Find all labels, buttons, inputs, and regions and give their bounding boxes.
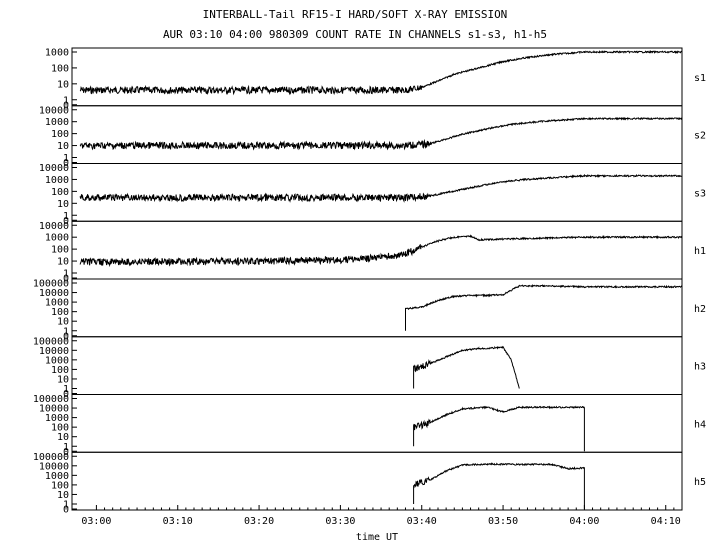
- y-tick-label: 10000: [39, 404, 69, 415]
- x-tick-label: 03:00: [81, 516, 111, 527]
- y-tick-label: 1000: [45, 175, 69, 186]
- panel-frame: [71, 451, 683, 511]
- y-tick-label: 10000: [39, 346, 69, 357]
- panel-label-h2: h2: [694, 304, 706, 315]
- y-tick-label: 1: [63, 442, 69, 453]
- trace-s2: [79, 116, 683, 151]
- y-tick-label: 0: [63, 158, 69, 169]
- y-tick-label: 1: [63, 211, 69, 222]
- x-tick-label: 03:10: [163, 516, 193, 527]
- y-tick-label: 100: [51, 423, 69, 434]
- panel-frame: [71, 220, 683, 280]
- y-tick-label: 1000: [45, 413, 69, 424]
- x-tick-label: 04:00: [569, 516, 599, 527]
- y-tick-label: 100: [51, 129, 69, 140]
- y-tick-label: 1: [63, 95, 69, 106]
- y-tick-label: 0: [63, 331, 69, 342]
- panel-s1: 1000 100 10 10 s1: [45, 47, 706, 111]
- panel-label-h5: h5: [694, 477, 706, 488]
- x-tick-label: 03:20: [244, 516, 274, 527]
- chart-subtitle: AUR 03:10 04:00 980309 COUNT RATE IN CHA…: [163, 28, 547, 41]
- panel-frame: [71, 105, 683, 164]
- y-tick-label: 100: [51, 245, 69, 256]
- y-tick-label: 1: [63, 500, 69, 511]
- y-tick-label: 10: [57, 432, 69, 443]
- y-tick-label: 0: [63, 100, 69, 111]
- trace-s3: [79, 173, 683, 203]
- trace-h2: [405, 284, 683, 331]
- panel-frame: [71, 47, 683, 107]
- y-tick-label: 100000: [33, 336, 69, 347]
- y-tick-label: 100000: [33, 279, 69, 290]
- y-tick-label: 1: [63, 384, 69, 395]
- trace-h4: [413, 405, 585, 452]
- y-tick-label: 10000: [39, 221, 69, 232]
- panel-frame: [71, 394, 683, 453]
- panels: 10001001010s11000010001001010s2100001000…: [33, 47, 706, 516]
- y-tick-label: 10000: [39, 163, 69, 174]
- y-tick-label: 10000: [39, 461, 69, 472]
- chart-title: INTERBALL-Tail RF15-I HARD/SOFT X-RAY EM…: [203, 8, 508, 21]
- y-tick-label: 10: [57, 374, 69, 385]
- y-tick-label: 100: [51, 365, 69, 376]
- y-tick-label: 10: [57, 257, 69, 268]
- y-tick-label: 1000: [45, 298, 69, 309]
- y-tick-label: 10: [57, 317, 69, 328]
- y-tick-label: 1000: [45, 233, 69, 244]
- y-tick-label: 0: [63, 505, 69, 516]
- y-tick-label: 1000: [45, 48, 69, 59]
- x-tick-label: 04:10: [651, 516, 681, 527]
- y-tick-label: 100: [51, 307, 69, 318]
- y-tick-label: 10: [57, 141, 69, 152]
- x-tick-label: 03:40: [407, 516, 437, 527]
- panel-frame: [71, 163, 683, 222]
- x-tick-label: 03:50: [488, 516, 518, 527]
- x-tick-label: 03:30: [325, 516, 355, 527]
- y-tick-label: 0: [63, 274, 69, 285]
- trace-s1: [79, 49, 682, 96]
- y-tick-label: 100000: [33, 394, 69, 405]
- panel-label-s3: s3: [694, 188, 706, 199]
- y-tick-label: 1000: [45, 471, 69, 482]
- y-tick-label: 10000: [39, 288, 69, 299]
- y-tick-label: 100: [51, 63, 69, 74]
- y-tick-label: 10: [57, 490, 69, 501]
- trace-h5: [413, 462, 585, 509]
- panel-label-h1: h1: [694, 246, 706, 257]
- y-tick-label: 1: [63, 153, 69, 164]
- y-tick-label: 1: [63, 326, 69, 337]
- trace-h1: [79, 234, 683, 268]
- y-tick-label: 10: [57, 79, 69, 90]
- y-tick-label: 0: [63, 389, 69, 400]
- y-tick-label: 0: [63, 447, 69, 458]
- y-tick-label: 10000: [39, 105, 69, 116]
- y-tick-label: 0: [63, 216, 69, 227]
- x-axis: 03:00 03:10 03:20 03:30 03:40 03:50 04:00 04:10: [81, 505, 681, 527]
- y-tick-label: 100000: [33, 452, 69, 463]
- y-tick-label: 1: [63, 269, 69, 280]
- panel-label-h4: h4: [694, 419, 706, 430]
- x-axis-label: time UT: [356, 532, 398, 543]
- y-tick-label: 1000: [45, 117, 69, 128]
- panel-label-s2: s2: [694, 131, 706, 142]
- panel-label-s1: s1: [694, 73, 706, 84]
- panel-label-h3: h3: [694, 362, 706, 373]
- panel-frame: [71, 278, 683, 338]
- y-tick-label: 100: [51, 187, 69, 198]
- trace-h3: [413, 345, 520, 389]
- y-tick-label: 10: [57, 199, 69, 210]
- y-tick-label: 100: [51, 480, 69, 491]
- panel-frame: [71, 336, 683, 395]
- y-tick-label: 1000: [45, 355, 69, 366]
